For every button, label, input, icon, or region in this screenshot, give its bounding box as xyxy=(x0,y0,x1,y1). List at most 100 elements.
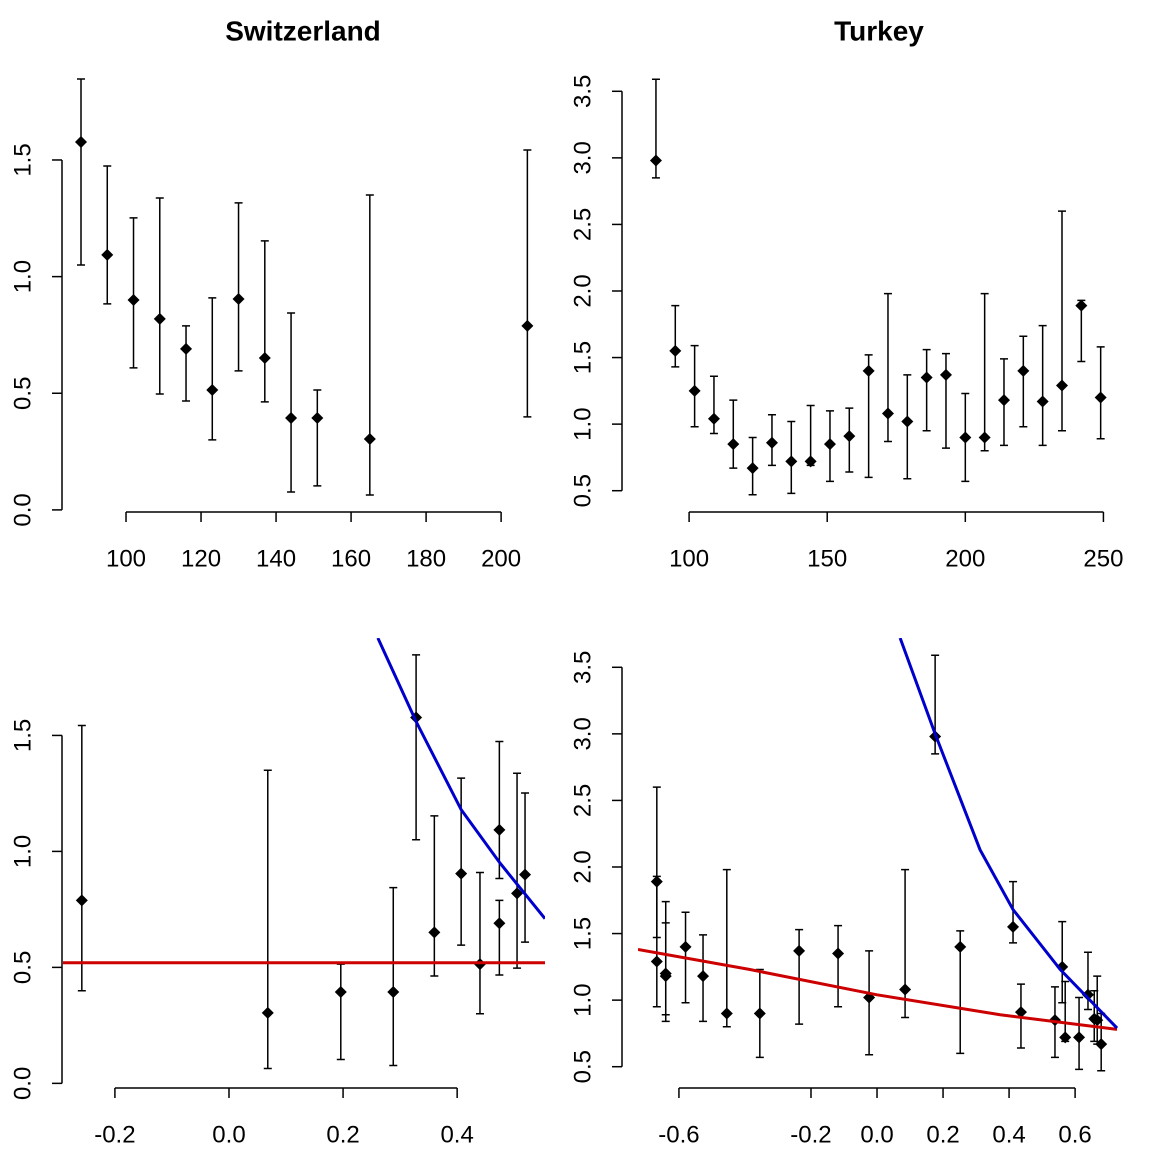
y-tick-label: 0.0 xyxy=(9,1067,36,1100)
point xyxy=(649,154,662,167)
y-tick-label: 0.5 xyxy=(569,474,596,507)
point xyxy=(261,1006,274,1019)
panel-title: Switzerland xyxy=(225,15,381,46)
point xyxy=(1091,1014,1104,1027)
point xyxy=(519,868,532,881)
error-bar xyxy=(652,786,661,1008)
error-bar xyxy=(495,740,504,880)
error-bar xyxy=(1057,210,1066,432)
x-tick-label: 0.6 xyxy=(1058,1121,1091,1148)
point xyxy=(899,983,912,996)
point xyxy=(881,407,894,420)
error-bar xyxy=(457,777,466,946)
y-tick-label: 0.5 xyxy=(9,951,36,984)
point xyxy=(285,411,298,424)
point xyxy=(1094,391,1107,404)
fit-line xyxy=(898,638,1119,1030)
y-tick-label: 2.5 xyxy=(569,208,596,241)
panel: -0.2 0.0 0.2 0.4 0.0 0.5 1.0 1.5 xyxy=(9,638,545,1148)
point xyxy=(206,383,219,396)
error-bar xyxy=(1019,335,1028,428)
error-bar xyxy=(365,194,374,496)
error-bar xyxy=(795,928,804,1025)
x-tick-label: 180 xyxy=(406,545,446,572)
point xyxy=(258,352,271,365)
y-tick-label: 3.5 xyxy=(569,651,596,684)
error-bar xyxy=(709,375,718,435)
error-bar xyxy=(729,399,738,469)
point xyxy=(1007,920,1020,933)
error-bar xyxy=(430,815,439,977)
x-tick-label: 0.4 xyxy=(992,1121,1025,1148)
point xyxy=(455,867,468,880)
error-bar xyxy=(389,886,398,1067)
point xyxy=(697,970,710,983)
x-tick-label: 200 xyxy=(481,545,521,572)
point xyxy=(862,364,875,377)
y-tick-label: 1.5 xyxy=(9,719,36,752)
point xyxy=(997,394,1010,407)
fit-line xyxy=(376,638,545,920)
point xyxy=(804,455,817,468)
point xyxy=(765,436,778,449)
point xyxy=(720,1007,733,1020)
point xyxy=(311,411,324,424)
y-tick-label: 1.0 xyxy=(9,835,36,868)
x-tick-label: 0.0 xyxy=(860,1121,893,1148)
error-bar xyxy=(313,389,322,487)
error-bar xyxy=(103,165,112,305)
y-tick-label: 3.0 xyxy=(569,141,596,174)
point xyxy=(707,412,720,425)
point xyxy=(785,455,798,468)
x-tick-label: 120 xyxy=(181,545,221,572)
error-bar xyxy=(521,792,530,943)
point xyxy=(650,955,663,968)
y-tick-label: 0.5 xyxy=(569,1050,596,1083)
point xyxy=(153,312,166,325)
y-tick-label: 1.5 xyxy=(569,917,596,950)
point xyxy=(493,823,506,836)
y-tick-label: 3.5 xyxy=(569,75,596,108)
x-tick-label: 0.4 xyxy=(440,1121,473,1148)
x-tick-label: 140 xyxy=(256,545,296,572)
point xyxy=(511,887,524,900)
point xyxy=(727,438,740,451)
error-bar xyxy=(412,654,421,841)
point xyxy=(101,248,114,261)
y-tick-label: 1.0 xyxy=(569,407,596,440)
y-tick-label: 1.0 xyxy=(9,260,36,293)
point xyxy=(688,384,701,397)
point xyxy=(387,985,400,998)
point xyxy=(1075,299,1088,312)
x-tick-label: 200 xyxy=(945,545,985,572)
y-tick-label: 2.0 xyxy=(569,274,596,307)
error-bar xyxy=(208,297,217,441)
x-tick-label: 0.0 xyxy=(212,1121,245,1148)
point xyxy=(1073,1031,1086,1044)
error-bar xyxy=(834,924,843,1008)
error-bar xyxy=(182,325,191,402)
error-bar xyxy=(129,217,138,369)
error-bar xyxy=(263,769,272,1070)
error-bar xyxy=(523,149,532,418)
error-bar xyxy=(513,772,522,969)
point xyxy=(1081,988,1094,1001)
error-bar xyxy=(722,868,731,1028)
error-bar xyxy=(77,78,86,266)
y-tick-label: 1.5 xyxy=(9,143,36,176)
error-bar xyxy=(287,312,296,493)
x-tick-label: 0.2 xyxy=(926,1121,959,1148)
y-tick-label: 0.0 xyxy=(9,493,36,526)
point xyxy=(659,970,672,983)
panel: Turkey 100 150 200 250 0.5 1.0 1.5 2.0 2.5 3.0 3.5 xyxy=(569,15,1123,572)
point xyxy=(232,293,245,306)
point xyxy=(428,926,441,939)
point xyxy=(823,438,836,451)
panel: -0.6 -0.2 0.0 0.2 0.4 0.6 0.5 1.0 1.5 2.0 2.5 3.0 3.… xyxy=(569,638,1119,1148)
x-tick-label: 150 xyxy=(807,545,847,572)
point xyxy=(1036,395,1049,408)
y-tick-label: 1.0 xyxy=(569,983,596,1016)
panel: Switzerland 100 120 140 160 180 200 0.0 0.5 1.0 1.… xyxy=(9,15,534,572)
point xyxy=(1095,1038,1108,1051)
